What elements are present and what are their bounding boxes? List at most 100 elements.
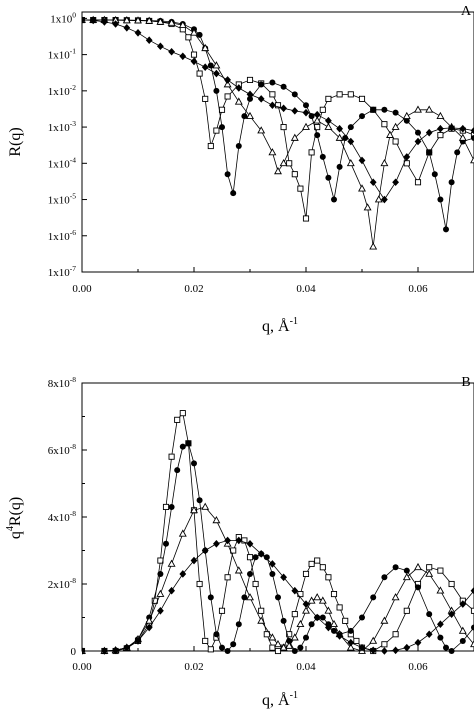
data-point-open-triangle: [134, 16, 142, 24]
data-point-open-square: [162, 503, 170, 511]
data-point-filled-circle: [235, 143, 242, 150]
plot-frame: [81, 11, 474, 273]
data-point-open-square: [314, 557, 321, 564]
data-point-filled-diamond: [403, 643, 411, 652]
data-point-filled-circle: [471, 624, 474, 631]
data-point-filled-diamond: [448, 124, 455, 132]
data-point-open-triangle: [190, 28, 198, 36]
data-point-filled-circle: [448, 648, 455, 654]
data-point-open-triangle: [307, 596, 316, 604]
data-point-open-triangle: [330, 619, 338, 628]
data-point-filled-diamond: [123, 643, 131, 652]
data-point-filled-circle: [191, 460, 197, 467]
data-point-open-square: [224, 574, 231, 581]
data-point-filled-diamond: [425, 128, 433, 137]
x-tick-label: 0.04: [296, 283, 316, 295]
y-axis-title: R(q): [7, 127, 24, 156]
data-point-filled-circle: [303, 634, 309, 641]
data-point-filled-circle: [308, 621, 315, 628]
y-tick-label: 0: [71, 646, 77, 658]
data-point-open-square: [403, 607, 410, 614]
data-point-open-triangle: [178, 529, 187, 537]
data-point-filled-circle: [207, 62, 214, 69]
x-tick-label: 0.02: [184, 661, 203, 673]
data-point-open-square: [308, 149, 315, 156]
panel-a-chart: 0.00 0.02 0.04 0.06 1x100 1x10-1 1x10-2 1x10-3 1…: [7, 4, 474, 335]
data-point-filled-diamond: [403, 153, 411, 161]
data-point-open-square: [280, 124, 287, 131]
data-point-open-square: [392, 138, 399, 145]
data-point-open-square: [297, 591, 304, 598]
data-point-filled-diamond: [201, 63, 209, 71]
data-point-open-square: [202, 95, 209, 102]
data-point-open-triangle: [223, 80, 232, 88]
data-point-filled-diamond: [437, 620, 444, 628]
data-point-filled-circle: [325, 174, 332, 181]
data-point-open-triangle: [302, 122, 310, 130]
data-point-filled-circle: [381, 106, 388, 113]
data-point-open-triangle: [324, 606, 333, 614]
data-point-open-triangle: [285, 641, 294, 649]
data-point-filled-circle: [415, 129, 421, 136]
data-point-filled-circle: [219, 644, 225, 651]
data-point-open-triangle: [279, 158, 288, 167]
data-point-open-square: [437, 132, 444, 139]
data-point-filled-diamond: [157, 42, 164, 51]
data-point-filled-circle: [269, 79, 276, 86]
y-tick-label: 1x10-7: [48, 264, 76, 279]
data-point-filled-diamond: [336, 124, 343, 133]
data-point-filled-circle: [252, 554, 259, 561]
data-point-open-square: [196, 580, 203, 588]
data-point-filled-circle: [392, 109, 399, 116]
data-point-filled-diamond: [224, 76, 231, 84]
x-axis-title: q, Å-1: [262, 690, 298, 709]
data-point-filled-circle: [196, 497, 203, 504]
data-point-filled-diamond: [246, 90, 254, 99]
data-point-open-triangle: [212, 516, 221, 524]
series-line-filled-circle: [82, 442, 474, 652]
y-tick-label: 1x100: [50, 10, 76, 25]
data-point-filled-circle: [280, 617, 287, 624]
data-point-filled-diamond: [235, 84, 243, 92]
series-line-filled-circle: [82, 19, 474, 230]
data-point-open-square: [207, 646, 214, 653]
data-point-open-triangle: [145, 16, 154, 24]
data-point-filled-diamond: [347, 638, 355, 647]
data-point-open-square: [246, 76, 254, 83]
data-point-filled-circle: [258, 81, 265, 88]
data-point-filled-circle: [219, 124, 225, 131]
data-point-filled-circle: [359, 113, 365, 120]
data-point-open-triangle: [358, 184, 366, 192]
data-point-open-square: [291, 611, 298, 618]
data-point-filled-diamond: [437, 124, 444, 133]
data-point-filled-circle: [247, 570, 253, 577]
data-point-filled-circle: [185, 440, 192, 447]
data-point-filled-circle: [247, 95, 253, 102]
data-point-open-triangle: [178, 20, 187, 29]
data-point-open-triangle: [234, 97, 243, 105]
data-point-open-square: [330, 591, 338, 598]
y-tick-label: 6x10-8: [48, 442, 76, 457]
data-point-filled-circle: [179, 443, 186, 450]
data-point-open-square: [263, 631, 270, 638]
data-point-open-triangle: [436, 586, 445, 594]
data-point-open-triangle: [470, 156, 474, 164]
data-point-open-square: [448, 580, 455, 588]
data-point-filled-diamond: [179, 570, 187, 578]
data-point-open-triangle: [156, 589, 165, 597]
data-point-filled-circle: [275, 594, 281, 601]
data-point-open-triangle: [274, 639, 282, 648]
data-point-open-square: [190, 51, 198, 58]
data-point-open-triangle: [391, 122, 400, 130]
series-line-open-square: [82, 19, 474, 219]
data-point-open-square: [302, 570, 310, 577]
data-point-filled-circle: [230, 190, 237, 197]
data-point-filled-circle: [381, 574, 388, 581]
data-point-open-triangle: [268, 633, 277, 641]
data-point-open-square: [218, 106, 226, 113]
y-tick-label: 1x10-1: [48, 47, 76, 62]
data-point-filled-diamond: [459, 124, 467, 133]
data-point-filled-diamond: [381, 195, 388, 204]
data-point-open-triangle: [436, 111, 445, 120]
